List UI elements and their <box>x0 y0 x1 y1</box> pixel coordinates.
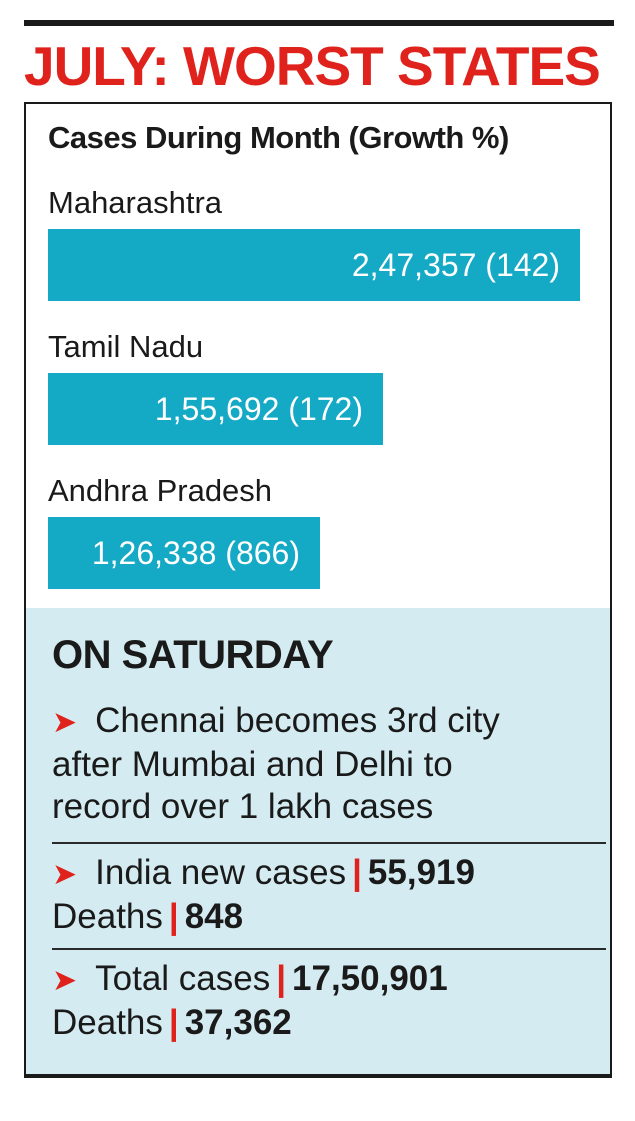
total-cases-value: 17,50,901 <box>292 959 448 998</box>
india-new-cases-item: ➤ India new cases | 55,919 Deaths | 848 <box>52 852 608 938</box>
new-cases-value: 55,919 <box>367 853 475 892</box>
new-cases-label: India new cases <box>95 853 347 892</box>
top-rule <box>24 20 614 26</box>
total-deaths-value: 37,362 <box>184 1003 292 1042</box>
right-arrowhead-icon: ➤ <box>52 858 78 891</box>
bar <box>48 229 580 301</box>
chart-panel <box>24 102 612 1078</box>
deaths-value: 848 <box>184 897 244 936</box>
value-label: 1,26,338 (866) <box>91 535 300 571</box>
total-deaths-label: Deaths <box>52 1003 163 1042</box>
saturday-title: ON SATURDAY <box>52 633 334 677</box>
separator: | <box>352 853 362 892</box>
chennai-line-3: record over 1 lakh cases <box>52 787 434 826</box>
bar <box>48 517 320 589</box>
total-cases-item: ➤ Total cases | 17,50,901 Deaths | 37,362 <box>52 958 608 1044</box>
category-label: Maharashtra <box>48 185 223 220</box>
category-label: Tamil Nadu <box>48 329 204 364</box>
divider <box>52 842 606 844</box>
deaths-label: Deaths <box>52 897 163 936</box>
separator: | <box>276 959 287 998</box>
value-label: 1,55,692 (172) <box>154 391 363 427</box>
divider <box>52 948 606 950</box>
right-arrowhead-icon: ➤ <box>52 706 78 739</box>
saturday-panel <box>26 608 610 1074</box>
category-label: Andhra Pradesh <box>48 473 273 508</box>
chart-title: Cases During Month (Growth %) <box>48 120 509 155</box>
separator: | <box>168 897 179 936</box>
value-label: 2,47,357 (142) <box>351 247 560 283</box>
chennai-item: ➤ Chennai becomes 3rd city after Mumbai a… <box>52 700 608 828</box>
right-arrowhead-icon: ➤ <box>52 964 78 997</box>
bar <box>48 373 383 445</box>
chennai-line-1: Chennai becomes 3rd city <box>95 701 500 740</box>
headline: JULY: WORST STATES <box>24 35 601 97</box>
chennai-line-2: after Mumbai and Delhi to <box>52 745 453 784</box>
separator: | <box>168 1003 179 1042</box>
total-cases-label: Total cases <box>95 959 271 998</box>
